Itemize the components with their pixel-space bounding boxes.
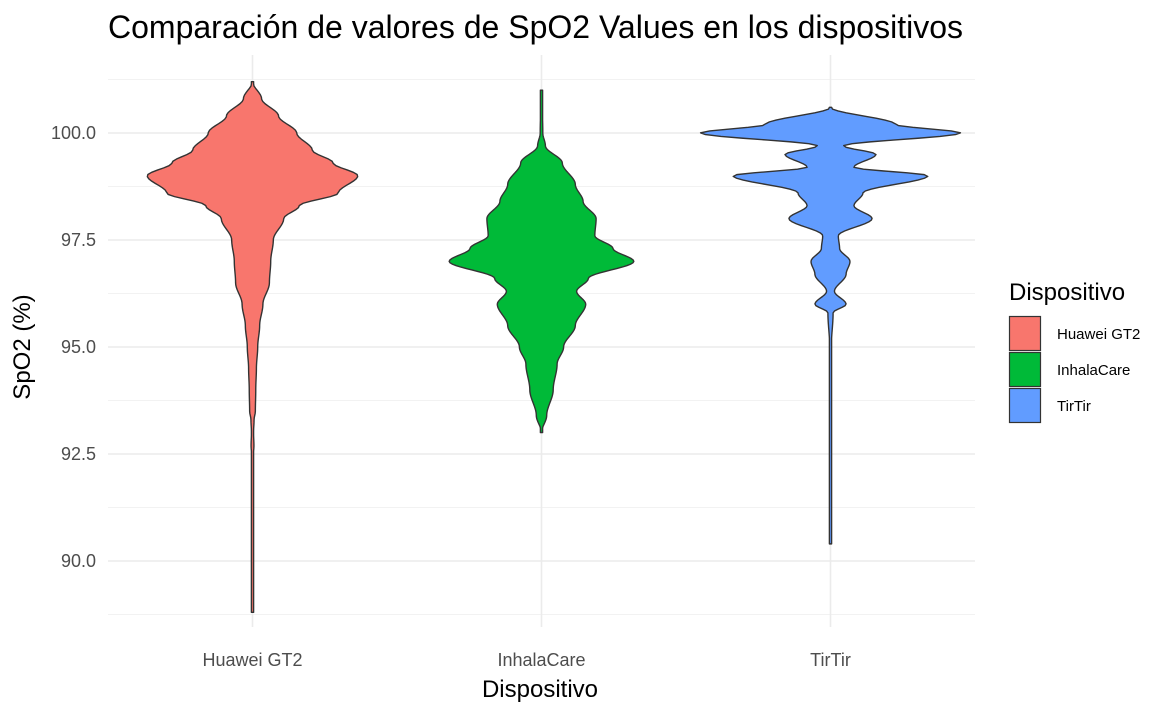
x-tick-label: InhalaCare [497, 650, 585, 670]
legend-swatch [1008, 315, 1042, 352]
x-tick-label: Huawei GT2 [202, 650, 302, 670]
legend-label: InhalaCare [1057, 362, 1130, 379]
x-axis-title: Dispositivo [482, 676, 598, 703]
y-tick-label: 97.5 [61, 230, 96, 250]
legend-title: Dispositivo [1009, 279, 1125, 306]
x-axis-ticks: Huawei GT2 InhalaCare TirTir [202, 650, 850, 670]
y-axis-title: SpO2 (%) [9, 294, 36, 399]
chart-title: Comparación de valores de SpO2 Values en… [108, 9, 963, 45]
legend-swatch [1008, 351, 1042, 388]
violin-huawei-gt2 [146, 80, 359, 614]
violin-tirtir [699, 106, 962, 545]
legend-label: TirTir [1057, 398, 1091, 415]
legend-label: Huawei GT2 [1057, 326, 1140, 343]
legend: Dispositivo Huawei GT2 InhalaCare TirTir [1008, 279, 1140, 424]
y-tick-label: 92.5 [61, 444, 96, 464]
y-tick-label: 100.0 [51, 123, 96, 143]
x-tick-label: TirTir [810, 650, 851, 670]
legend-swatch [1008, 387, 1042, 424]
y-tick-label: 90.0 [61, 551, 96, 571]
violin-inhalacare [448, 89, 635, 434]
legend-items: Huawei GT2 InhalaCare TirTir [1008, 315, 1140, 424]
y-axis-ticks: 90.0 92.5 95.0 97.5 100.0 [51, 123, 96, 571]
y-tick-label: 95.0 [61, 337, 96, 357]
violins [146, 80, 962, 614]
